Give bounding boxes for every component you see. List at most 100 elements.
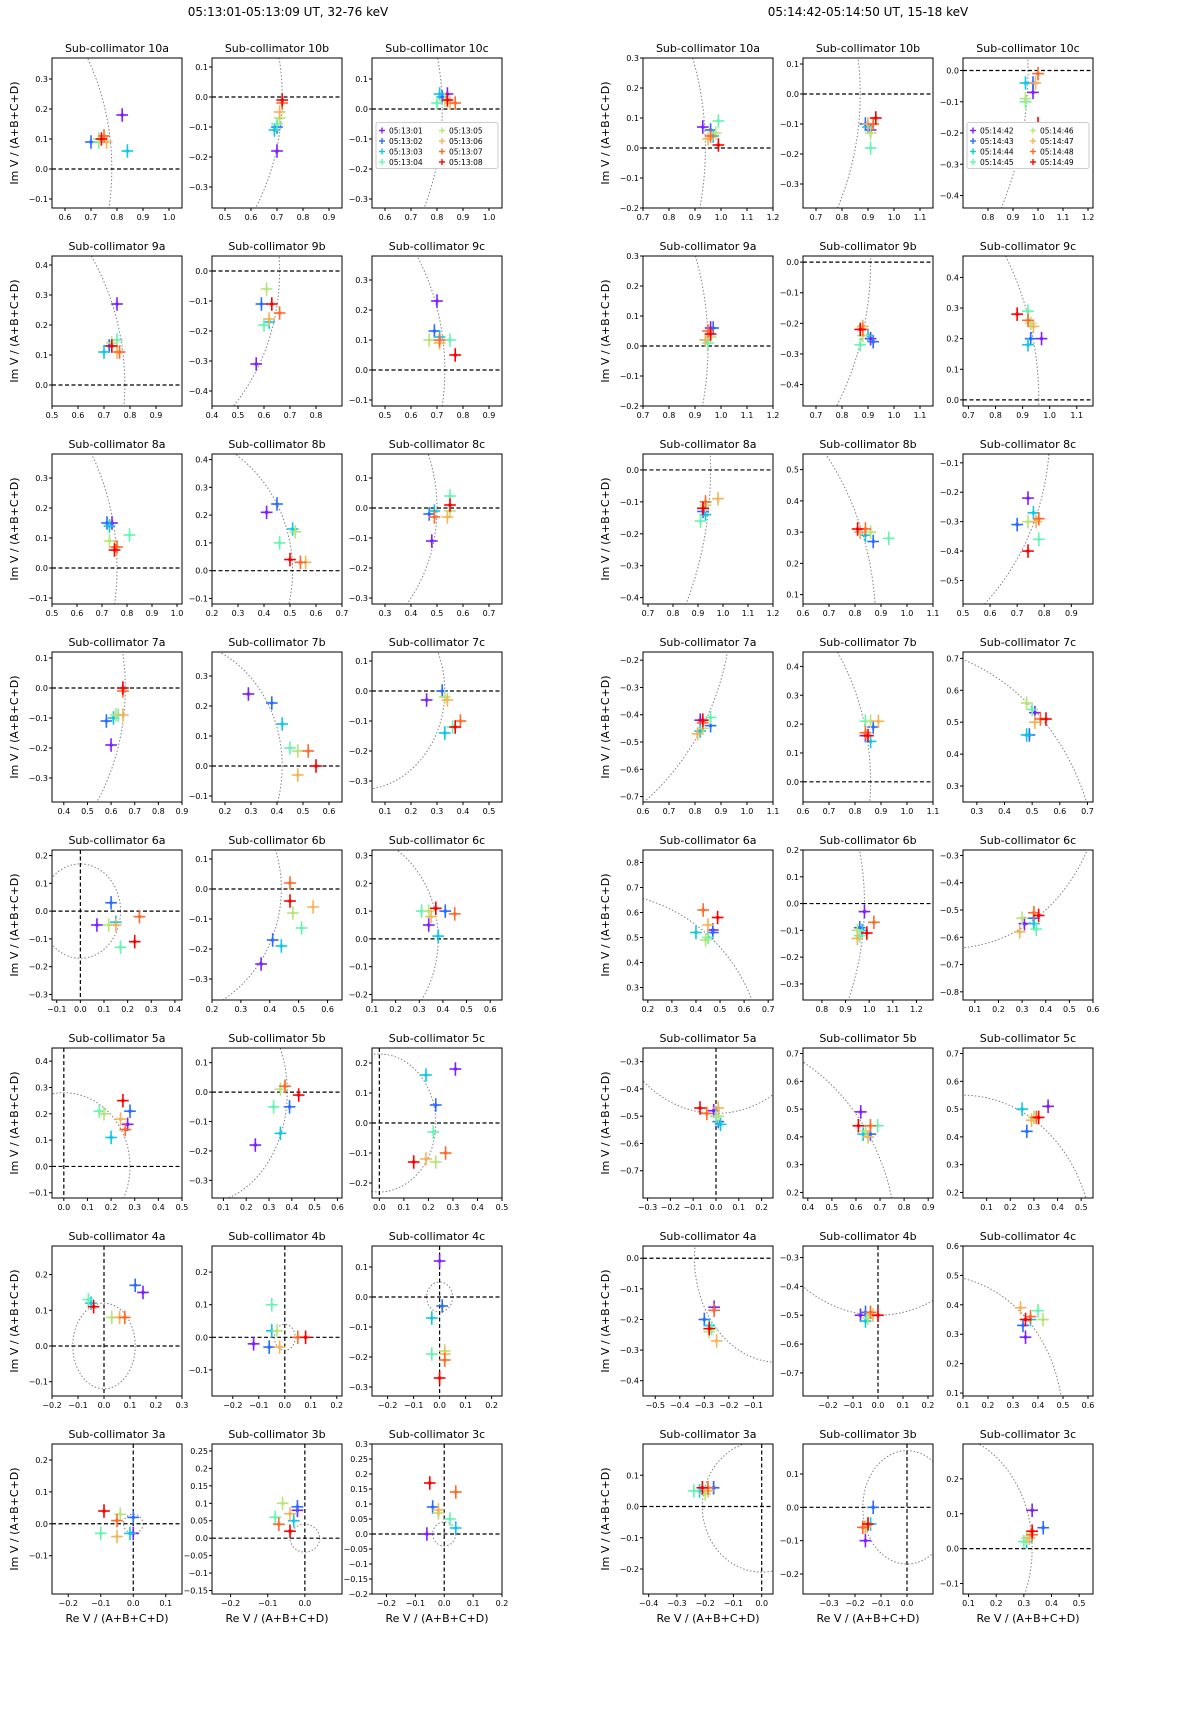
- y-axis-label: Im V / (A+B+C+D): [8, 81, 21, 184]
- data-point: [283, 1100, 296, 1114]
- subplot-title: Sub-collimator 6b: [228, 834, 325, 847]
- y-tick-label: 0.2: [35, 852, 48, 861]
- subplot-right-1-0: Sub-collimator 9a 0.7 0.8 0.9 1.0 1.1 1.2 −0.2 −…: [599, 240, 779, 420]
- data-point: [299, 1330, 312, 1345]
- y-tick-label: 0.1: [35, 1306, 48, 1315]
- x-tick-label: 0.1: [124, 1401, 137, 1410]
- x-tick-label: 1.0: [741, 807, 754, 816]
- data-point: [1019, 91, 1032, 106]
- y-tick-label: −0.1: [349, 963, 368, 972]
- legend-label: 05:14:42: [980, 127, 1014, 136]
- data-point-marker: [111, 716, 116, 720]
- x-tick-label: 1.0: [1043, 411, 1056, 420]
- y-tick-label: 0.15: [190, 1482, 208, 1491]
- x-tick-label: 0.2: [992, 1005, 1005, 1014]
- x-tick-label: 0.9: [922, 1203, 935, 1212]
- data-point: [276, 717, 289, 731]
- y-tick-label: −0.1: [189, 1118, 208, 1127]
- x-tick-label: 0.7: [663, 807, 676, 816]
- data-point-marker: [1022, 1539, 1026, 1544]
- data-point-marker: [703, 938, 708, 942]
- x-tick-label: 1.0: [171, 609, 184, 618]
- data-point: [279, 1079, 291, 1093]
- data-point: [133, 909, 146, 924]
- x-tick-label: 0.6: [1053, 807, 1066, 816]
- subplot-right-7-1: Sub-collimator 3b −0.3 −0.2 −0.1 0.0 −0.2 −0.1…: [780, 1428, 934, 1625]
- data-point: [302, 744, 315, 758]
- data-point-marker: [861, 1132, 865, 1136]
- y-tick-label: 0.4: [946, 1133, 959, 1142]
- y-tick-label: 0.0: [786, 778, 799, 787]
- data-point-marker: [110, 344, 114, 348]
- x-tick-label: 0.1: [159, 1599, 172, 1608]
- y-tick-label: 0.0: [946, 396, 959, 405]
- subplot-left-7-1: Sub-collimator 3b −0.2 −0.1 0.0 −0.15 −0.1 −0.…: [183, 1428, 343, 1625]
- subplot-left-6-1: Sub-collimator 4b −0.2 −0.1 0.0 0.1 0.2 −0.1 0.…: [189, 1230, 344, 1410]
- subplot-title: Sub-collimator 6a: [68, 834, 165, 847]
- y-tick-label: −0.3: [940, 160, 959, 169]
- y-tick-label: 0.1: [35, 534, 48, 543]
- data-point-marker: [121, 1098, 125, 1103]
- y-tick-label: −0.3: [189, 183, 208, 192]
- data-point: [249, 1138, 262, 1152]
- y-tick-label: −0.4: [940, 879, 959, 888]
- y-tick-label: 0.1: [355, 907, 368, 916]
- y-tick-label: −0.3: [189, 357, 208, 366]
- y-tick-label: −0.1: [29, 1552, 48, 1561]
- subplot-title: Sub-collimator 3a: [659, 1428, 756, 1441]
- reference-circle: [694, 1246, 773, 1363]
- data-point-marker: [123, 1127, 128, 1132]
- subplot-right-1-1: Sub-collimator 9b 0.7 0.8 0.9 1.0 1.1 −0.4 −0.3…: [780, 240, 934, 420]
- data-point-marker: [716, 496, 720, 501]
- y-tick-label: −0.1: [189, 1366, 208, 1375]
- data-point-marker: [868, 1123, 873, 1128]
- data-point-marker: [109, 1135, 113, 1140]
- data-point: [694, 1101, 706, 1115]
- subplot-title: Sub-collimator 4b: [819, 1230, 916, 1243]
- y-tick-label: −0.1: [620, 1285, 639, 1294]
- x-tick-label: 0.9: [862, 213, 875, 222]
- x-tick-label: 0.4: [405, 609, 418, 618]
- y-axis-label: Im V / (A+B+C+D): [8, 477, 21, 580]
- plot-frame: [371, 651, 503, 803]
- data-point: [1032, 908, 1045, 923]
- subplot-left-0-0: Sub-collimator 10a 0.6 0.7 0.8 0.9 1.0 −0.1 0.0…: [8, 42, 183, 222]
- x-axis-label: Re V / (A+B+C+D): [385, 1612, 488, 1625]
- x-tick-label: 0.4: [801, 1203, 814, 1212]
- x-tick-label: 0.9: [692, 609, 705, 618]
- x-tick-label: −0.1: [683, 1203, 702, 1212]
- data-point-marker: [293, 529, 298, 534]
- x-tick-label: 0.6: [984, 609, 997, 618]
- data-point-marker: [114, 713, 118, 717]
- data-point-marker: [868, 530, 873, 534]
- y-tick-label: −0.1: [189, 915, 208, 924]
- data-point-marker: [716, 1106, 721, 1110]
- y-tick-label: 0.0: [355, 935, 368, 944]
- y-tick-label: 0.1: [195, 732, 208, 741]
- data-point-marker: [695, 732, 700, 736]
- y-tick-label: 0.0: [195, 1534, 208, 1543]
- data-point-marker: [703, 500, 708, 504]
- data-point-marker: [107, 524, 112, 528]
- data-point-marker: [1041, 1525, 1046, 1530]
- data-point-marker: [109, 743, 113, 747]
- x-tick-label: 0.3: [379, 609, 392, 618]
- data-point-marker: [280, 98, 285, 102]
- y-tick-label: 0.0: [786, 900, 799, 909]
- data-point: [295, 921, 308, 935]
- x-tick-label: 0.3: [245, 807, 258, 816]
- data-point-marker: [435, 299, 439, 303]
- y-tick-label: 0.4: [946, 273, 959, 282]
- x-tick-label: 1.2: [767, 213, 780, 222]
- x-tick-label: 0.3: [145, 1005, 158, 1014]
- x-tick-label: −0.1: [47, 1005, 66, 1014]
- x-tick-label: 0.9: [862, 411, 875, 420]
- data-point: [1016, 911, 1028, 925]
- plot-frame: [962, 1443, 1094, 1595]
- data-point-marker: [429, 914, 433, 919]
- y-tick-label: 0.2: [355, 306, 368, 315]
- x-tick-label: 1.1: [741, 213, 754, 222]
- data-point: [95, 132, 108, 146]
- data-point-marker: [1026, 309, 1030, 313]
